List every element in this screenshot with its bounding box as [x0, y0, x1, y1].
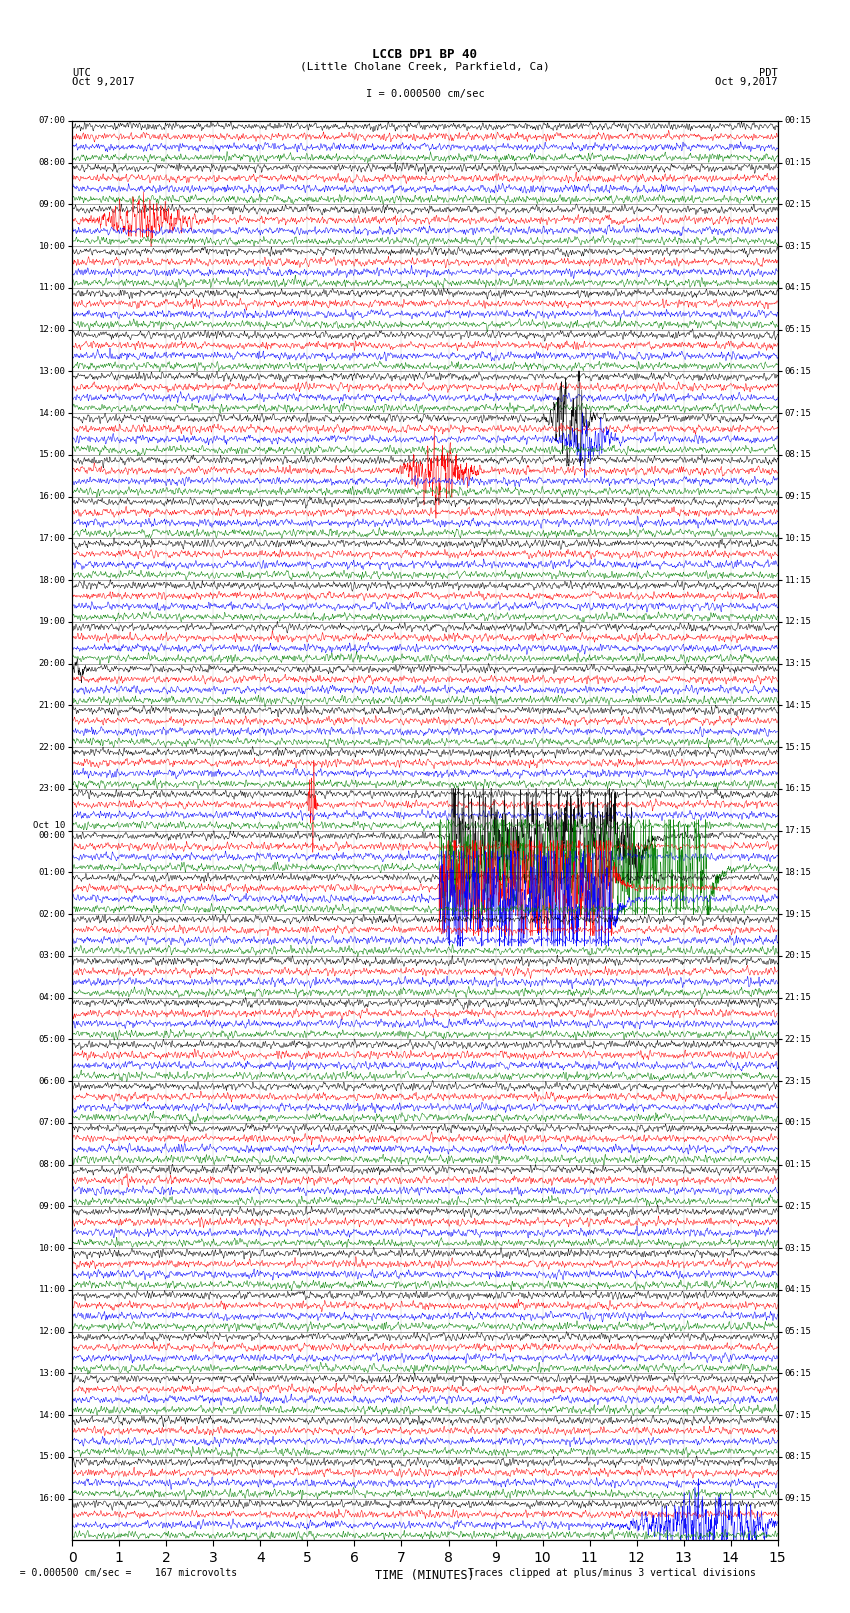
Text: LCCB DP1 BP 40: LCCB DP1 BP 40 [372, 48, 478, 61]
Text: Traces clipped at plus/minus 3 vertical divisions: Traces clipped at plus/minus 3 vertical … [468, 1568, 756, 1578]
Text: PDT: PDT [759, 68, 778, 77]
Text: = 0.000500 cm/sec =    167 microvolts: = 0.000500 cm/sec = 167 microvolts [8, 1568, 238, 1578]
Text: (Little Cholane Creek, Parkfield, Ca): (Little Cholane Creek, Parkfield, Ca) [300, 61, 550, 71]
Text: Oct 9,2017: Oct 9,2017 [72, 77, 135, 87]
Text: UTC: UTC [72, 68, 91, 77]
Text: I = 0.000500 cm/sec: I = 0.000500 cm/sec [366, 89, 484, 98]
X-axis label: TIME (MINUTES): TIME (MINUTES) [375, 1569, 475, 1582]
Text: Oct 9,2017: Oct 9,2017 [715, 77, 778, 87]
